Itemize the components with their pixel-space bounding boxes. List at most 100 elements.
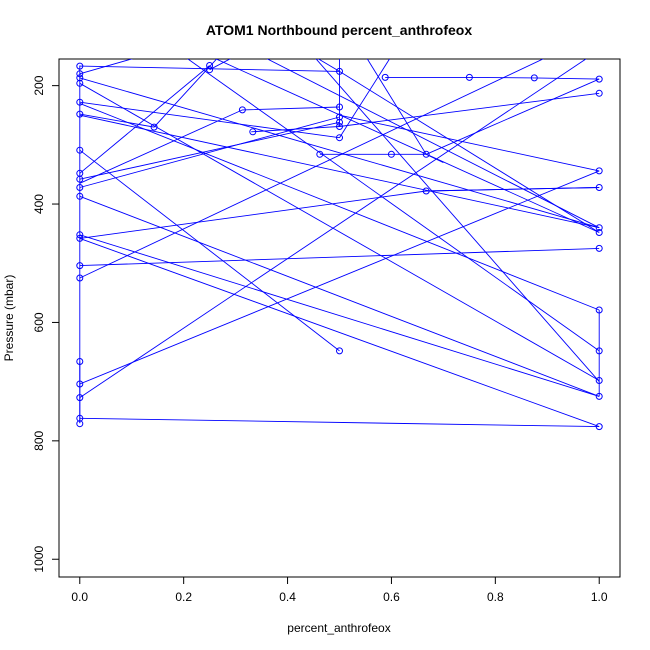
data-point [387, 150, 395, 158]
data-point [422, 150, 430, 158]
data-point [76, 414, 84, 422]
data-point [465, 73, 473, 81]
data-point [530, 74, 538, 82]
series-line-segment [209, 59, 231, 71]
data-point [76, 234, 84, 242]
data-point [595, 184, 603, 191]
series-line-segment [251, 126, 340, 133]
series-line-segment [79, 247, 600, 267]
plot-box [58, 58, 621, 578]
series-line-segment [339, 114, 600, 172]
data-point [76, 110, 84, 118]
data-point [381, 73, 389, 81]
x-tick-label: 0.4 [279, 590, 296, 604]
data-point [595, 75, 603, 83]
series-lines [79, 59, 600, 428]
series-line-segment [79, 114, 600, 229]
data-point [595, 244, 603, 252]
data-point [206, 62, 214, 69]
data-point [336, 347, 343, 355]
chart-title: ATOM1 Northbound percent_anthrofeox [206, 22, 472, 38]
x-tick-label: 0.6 [383, 590, 400, 604]
series-line-segment [534, 77, 600, 80]
data-point [422, 187, 430, 195]
series-line-segment [79, 59, 218, 128]
data-point [336, 118, 343, 126]
series-line-segment [79, 121, 340, 180]
data-point [76, 175, 84, 183]
data-point [76, 70, 84, 78]
data-point [595, 306, 603, 314]
data-point [76, 358, 84, 365]
series-line-segment [187, 59, 600, 352]
series-line-segment [426, 187, 600, 192]
series-line-segment [79, 102, 600, 311]
series-line-segment [79, 77, 600, 229]
series-line-segment [79, 106, 340, 184]
series-line-segment [79, 59, 544, 279]
data-point [76, 394, 84, 402]
data-point [76, 192, 84, 200]
data-point [595, 392, 603, 400]
x-tick-label: 0.2 [175, 590, 192, 604]
x-axis-label: percent_anthrofeox [287, 621, 390, 635]
data-point [76, 146, 84, 154]
data-point [76, 274, 84, 282]
data-point [595, 89, 603, 97]
y-axis: 200 400 600 800 1000 [32, 75, 60, 573]
data-point [238, 106, 246, 114]
data-point [316, 150, 324, 158]
series-line-segment [79, 59, 587, 398]
series-line-segment [79, 116, 340, 188]
series-line-segment [79, 101, 340, 139]
y-axis-label: Pressure (mbar) [2, 275, 16, 362]
series-line-segment [426, 78, 600, 155]
x-tick-label: 1.0 [591, 590, 608, 604]
series-line-segment [317, 59, 340, 72]
data-point [76, 420, 84, 428]
series-line-segment [79, 59, 134, 75]
series-line-segment [79, 187, 600, 239]
data-point [336, 67, 343, 75]
y-tick-label: 200 [32, 75, 46, 95]
series-line-segment [366, 59, 427, 155]
data-point [76, 79, 84, 87]
y-tick-label: 400 [32, 194, 46, 214]
series-line-segment [79, 234, 600, 397]
data-point [249, 128, 257, 136]
series-line-segment [79, 82, 600, 381]
data-point [76, 262, 84, 270]
x-tick-label: 0.0 [71, 590, 88, 604]
x-tick-label: 0.8 [487, 590, 504, 604]
y-tick-label: 800 [32, 431, 46, 451]
series-line-segment [79, 237, 600, 428]
series-line-segment [79, 417, 600, 428]
series-line-segment [79, 65, 210, 174]
data-point [595, 347, 603, 355]
x-axis: 0.0 0.2 0.4 0.6 0.8 1.0 [71, 576, 608, 604]
series-line-segment [319, 153, 444, 164]
data-point [76, 231, 84, 239]
series-points [76, 62, 603, 431]
series-line-segment [315, 59, 600, 382]
series-line-segment [215, 59, 600, 233]
series-line-segment [266, 59, 600, 229]
data-point [76, 184, 84, 191]
data-point [595, 167, 603, 175]
series-line-segment [339, 59, 391, 138]
data-point [595, 423, 603, 431]
data-point [336, 113, 343, 121]
data-point [336, 123, 343, 130]
series-line-segment [79, 149, 340, 352]
data-point [76, 98, 84, 106]
data-point [76, 62, 84, 70]
y-tick-label: 1000 [32, 546, 46, 573]
series-line-segment [339, 92, 600, 127]
series-line-segment [79, 195, 600, 397]
data-point [595, 377, 603, 384]
y-tick-label: 600 [32, 312, 46, 332]
series-line-segment [385, 76, 535, 79]
data-point [595, 224, 603, 232]
data-point [336, 134, 343, 142]
